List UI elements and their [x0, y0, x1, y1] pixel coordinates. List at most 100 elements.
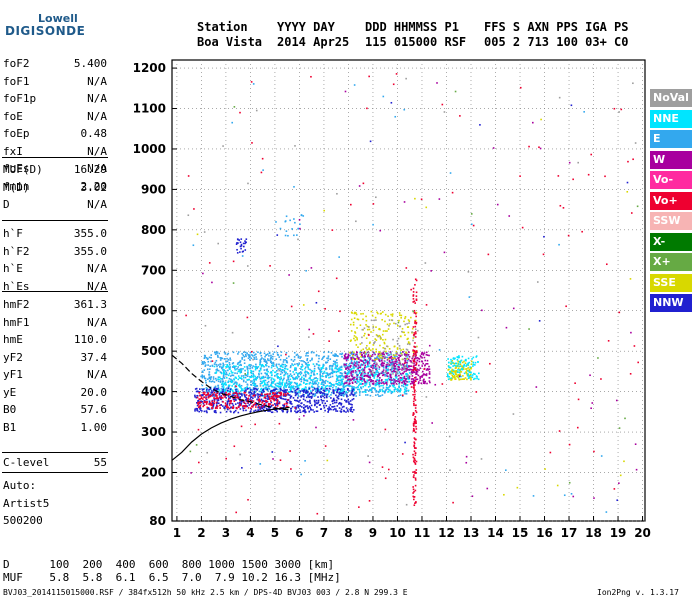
data-point: [382, 367, 385, 369]
data-point: [449, 469, 451, 472]
data-point: [415, 447, 417, 449]
data-point: [364, 351, 367, 354]
data-point: [405, 357, 407, 360]
data-point: [318, 389, 321, 392]
data-point: [414, 284, 416, 286]
data-point: [284, 220, 287, 223]
data-point: [296, 391, 298, 394]
data-point: [216, 368, 218, 370]
data-point: [366, 361, 369, 364]
data-point: [330, 391, 333, 394]
data-point: [299, 223, 301, 226]
data-point: [414, 489, 417, 492]
data-point: [217, 397, 220, 400]
data-point: [221, 378, 224, 380]
data-point: [226, 390, 229, 393]
data-point: [376, 378, 379, 381]
data-point: [455, 365, 458, 368]
data-point: [413, 359, 416, 362]
data-point: [307, 352, 309, 354]
data-point: [243, 390, 246, 392]
data-point: [346, 379, 349, 382]
data-point: [256, 366, 259, 369]
data-point: [201, 361, 204, 363]
data-point: [487, 253, 490, 256]
data-point: [383, 382, 385, 385]
data-point: [302, 215, 305, 217]
data-point: [205, 403, 208, 405]
data-point: [378, 395, 380, 398]
data-point: [419, 355, 422, 357]
data-point: [260, 387, 263, 390]
data-point: [359, 364, 362, 367]
data-point: [245, 390, 247, 393]
data-point: [457, 369, 459, 371]
data-point: [331, 369, 334, 371]
data-point: [253, 388, 255, 391]
data-point: [240, 377, 243, 379]
data-point: [315, 391, 318, 394]
data-point: [450, 358, 452, 361]
data-point: [401, 330, 403, 333]
data-point: [318, 355, 320, 357]
data-point: [408, 372, 411, 374]
data-point: [349, 354, 351, 357]
data-point: [273, 397, 275, 399]
data-point: [222, 387, 225, 390]
data-point: [236, 382, 238, 384]
data-point: [468, 375, 470, 378]
data-point: [369, 376, 372, 379]
data-point: [451, 374, 454, 377]
data-point: [456, 371, 459, 373]
data-point: [253, 392, 255, 395]
data-point: [372, 373, 375, 376]
data-point: [443, 251, 446, 254]
data-point: [398, 354, 400, 357]
data-point: [254, 383, 256, 386]
data-point: [344, 366, 346, 368]
data-point: [272, 362, 275, 365]
data-point: [629, 373, 632, 375]
data-point: [348, 375, 351, 378]
data-point: [228, 372, 231, 375]
data-point: [251, 142, 253, 144]
data-point: [293, 358, 296, 361]
data-point: [396, 340, 399, 342]
data-point: [246, 352, 248, 354]
data-point: [406, 359, 409, 362]
data-point: [194, 388, 197, 390]
data-point: [360, 369, 363, 371]
data-point: [361, 360, 364, 362]
data-point: [380, 354, 383, 357]
data-point: [259, 369, 262, 371]
data-point: [290, 375, 293, 378]
data-point: [386, 372, 389, 375]
data-point: [317, 386, 319, 388]
data-point: [252, 400, 255, 402]
data-point: [329, 382, 332, 384]
data-point: [277, 354, 280, 356]
data-point: [220, 404, 222, 406]
data-point: [297, 400, 299, 403]
data-point: [415, 378, 418, 381]
data-point: [236, 388, 239, 391]
data-point: [287, 392, 289, 395]
data-point: [405, 373, 407, 376]
data-point: [287, 394, 289, 396]
data-point: [387, 468, 390, 471]
data-point: [243, 407, 246, 409]
data-point: [386, 383, 388, 385]
data-point: [382, 95, 385, 98]
data-point: [234, 376, 237, 379]
data-point: [380, 363, 382, 366]
data-point: [328, 373, 330, 375]
data-point: [406, 365, 408, 367]
data-point: [348, 364, 351, 367]
data-point: [415, 350, 418, 352]
data-point: [283, 388, 285, 390]
data-point: [388, 348, 391, 350]
data-point: [296, 353, 299, 356]
data-point: [399, 314, 401, 316]
data-point: [263, 369, 266, 371]
data-point: [272, 382, 274, 384]
